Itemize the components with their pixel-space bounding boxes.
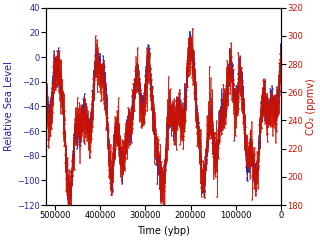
Y-axis label: Relative Sea Level: Relative Sea Level: [4, 61, 14, 151]
Y-axis label: CO₂ (ppmv): CO₂ (ppmv): [306, 78, 316, 135]
X-axis label: Time (ybp): Time (ybp): [137, 226, 190, 236]
